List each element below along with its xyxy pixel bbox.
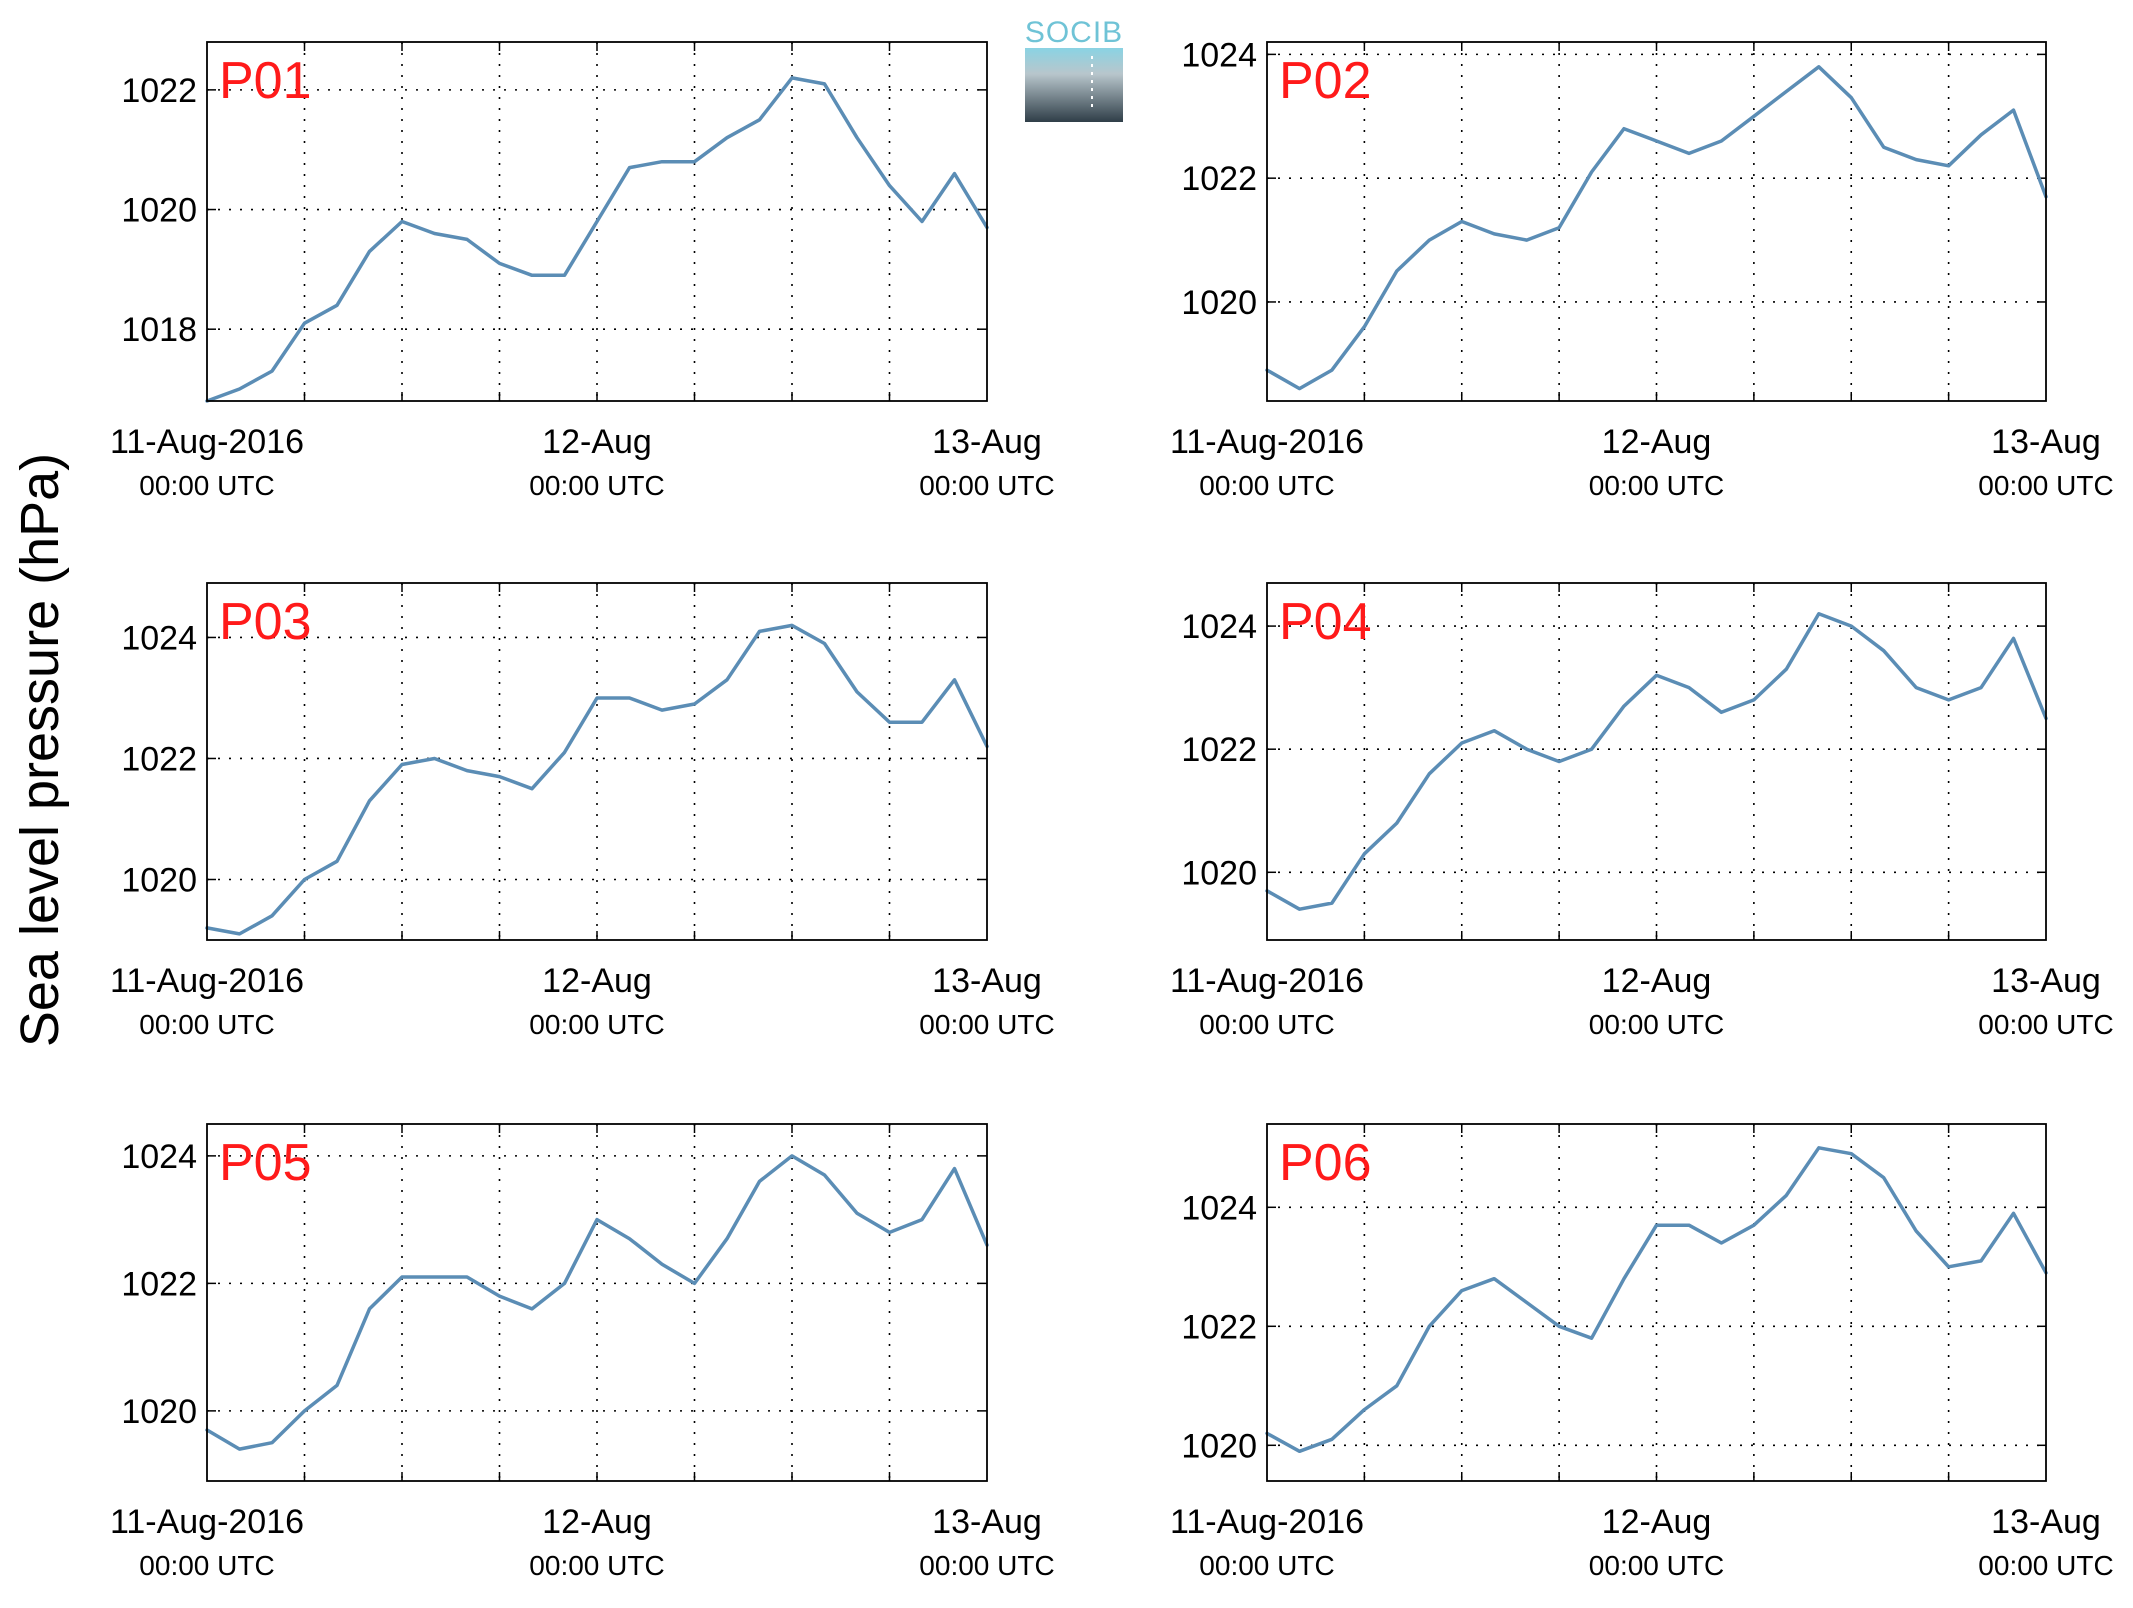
panel-label: P05 [219,1134,312,1192]
y-tick-label: 1024 [121,1138,197,1176]
x-tick-label: 11-Aug-2016 [1170,1503,1364,1541]
y-tick-label: 1018 [121,311,197,349]
x-tick-label: 11-Aug-2016 [110,962,304,1000]
panel-p02: 1020 1022 1024 P02 11-Aug-2016 00:00 UTC 12-Au… [1170,36,2114,501]
y-tick-label: 1020 [121,1393,197,1431]
y-tick-label: 1022 [1181,1308,1257,1346]
plot-frame [206,1123,988,1482]
panel-label: P02 [1279,52,1372,110]
y-tick-label: 1020 [121,861,197,899]
x-tick-sublabel: 00:00 UTC [529,1009,664,1040]
x-tick-label: 12-Aug [1602,1503,1712,1541]
x-tick-sublabel: 00:00 UTC [1978,1009,2113,1040]
panel-label: P01 [219,52,312,110]
x-tick-sublabel: 00:00 UTC [1199,1009,1334,1040]
socib-logo: SOCIB [1025,16,1123,122]
x-tick-sublabel: 00:00 UTC [919,1550,1054,1581]
x-tick-label: 11-Aug-2016 [1170,962,1364,1000]
series-line-p01 [205,76,989,403]
y-tick-label: 1020 [1181,854,1257,892]
series-line-p03 [205,623,989,936]
series-line-p06 [1265,1146,2048,1454]
x-tick-label: 13-Aug [932,1503,1042,1541]
x-tick-sublabel: 00:00 UTC [1978,470,2113,501]
x-tick-sublabel: 00:00 UTC [139,1550,274,1581]
panels: 1018 1020 1022 P01 11-Aug-2016 00:00 UTC 12-Au… [110,36,2114,1581]
x-tick-label: 12-Aug [542,423,652,461]
x-tick-label: 12-Aug [542,962,652,1000]
y-axis-title: Sea level pressure (hPa) [10,453,70,1047]
x-tick-label: 12-Aug [542,1503,652,1541]
x-tick-label: 11-Aug-2016 [110,423,304,461]
x-tick-label: 13-Aug [1991,962,2101,1000]
panel-p06: 1020 1022 1024 P06 11-Aug-2016 00:00 UTC 12-Au… [1170,1123,2114,1581]
x-tick-sublabel: 00:00 UTC [529,1550,664,1581]
x-tick-sublabel: 00:00 UTC [1589,470,1724,501]
y-tick-label: 1020 [1181,1427,1257,1465]
y-tick-label: 1022 [121,1265,197,1303]
x-tick-sublabel: 00:00 UTC [1199,470,1334,501]
x-tick-label: 13-Aug [932,962,1042,1000]
x-tick-sublabel: 00:00 UTC [919,470,1054,501]
x-tick-label: 13-Aug [932,423,1042,461]
y-tick-label: 1020 [1181,284,1257,322]
plot-frame [1266,582,2047,941]
logo-gradient-block [1025,48,1123,122]
logo-text: SOCIB [1025,16,1123,49]
series-line-p04 [1265,612,2048,911]
panel-p04: 1020 1022 1024 P04 11-Aug-2016 00:00 UTC 12-Au… [1170,582,2114,1040]
y-tick-label: 1020 [121,192,197,230]
x-tick-sublabel: 00:00 UTC [1589,1550,1724,1581]
panel-label: P03 [219,593,312,651]
x-tick-label: 12-Aug [1602,423,1712,461]
panel-p03: 1020 1022 1024 P03 11-Aug-2016 00:00 UTC 12-Au… [110,582,1055,1040]
x-tick-label: 11-Aug-2016 [110,1503,304,1541]
y-tick-label: 1024 [121,619,197,657]
panel-p05: 1020 1022 1024 P05 11-Aug-2016 00:00 UTC 12-Au… [110,1123,1055,1581]
plot-frame [1266,1123,2047,1482]
x-tick-sublabel: 00:00 UTC [1199,1550,1334,1581]
plot-frame [206,582,988,941]
x-tick-sublabel: 00:00 UTC [529,470,664,501]
y-tick-label: 1022 [121,72,197,110]
panel-label: P06 [1279,1134,1372,1192]
x-tick-label: 13-Aug [1991,1503,2101,1541]
series-line-p05 [205,1154,989,1451]
y-tick-label: 1022 [1181,731,1257,769]
y-tick-label: 1022 [121,740,197,778]
y-tick-label: 1024 [1181,36,1257,74]
y-tick-label: 1024 [1181,1189,1257,1227]
panel-p01: 1018 1020 1022 P01 11-Aug-2016 00:00 UTC 12-Au… [110,41,1055,501]
series-line-p02 [1265,65,2048,391]
y-tick-label: 1024 [1181,608,1257,646]
x-tick-label: 11-Aug-2016 [1170,423,1364,461]
x-tick-label: 13-Aug [1991,423,2101,461]
x-tick-sublabel: 00:00 UTC [919,1009,1054,1040]
y-tick-label: 1022 [1181,160,1257,198]
plot-frame [206,41,988,402]
x-tick-sublabel: 00:00 UTC [1978,1550,2113,1581]
panel-label: P04 [1279,593,1372,651]
x-tick-sublabel: 00:00 UTC [139,470,274,501]
x-tick-sublabel: 00:00 UTC [1589,1009,1724,1040]
x-tick-sublabel: 00:00 UTC [139,1009,274,1040]
x-tick-label: 12-Aug [1602,962,1712,1000]
plot-frame [1266,41,2047,402]
